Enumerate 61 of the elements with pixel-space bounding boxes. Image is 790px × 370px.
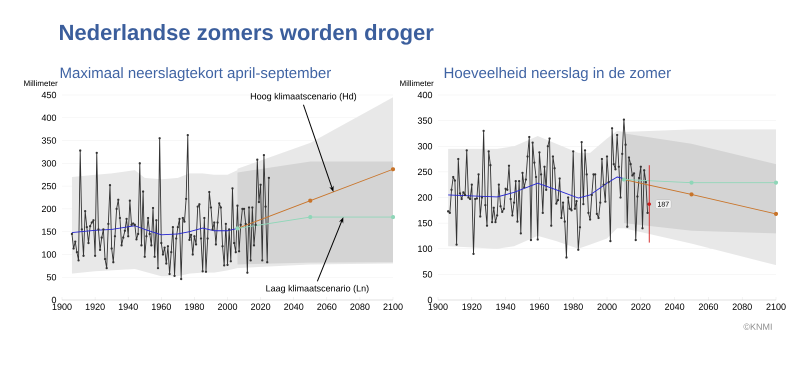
- y-tick-label: 200: [42, 206, 56, 212]
- x-tick-label: 2100: [383, 304, 403, 310]
- chart-title: Hoeveelheid neerslag in de zomer: [444, 67, 671, 82]
- point: [308, 215, 312, 220]
- chart-subtitle: Maximaal neerslagtekort april-september: [60, 67, 331, 82]
- x-tick-label: 1920: [86, 304, 105, 310]
- y-tick-label: 0: [428, 296, 432, 304]
- point: [689, 192, 694, 196]
- x-tick-label: 2060: [317, 304, 336, 310]
- y-tick-label: 50: [46, 274, 56, 280]
- x-tick-label: 1920: [462, 304, 482, 310]
- chart-title: Nederlandse zomers worden droger: [60, 24, 434, 45]
- y-tick-label: 250: [42, 182, 56, 190]
- x-tick-label: 1980: [564, 304, 583, 310]
- text: ©KNMI: [743, 324, 772, 330]
- y-tick-label: 250: [418, 168, 432, 176]
- x-tick-label: 1960: [152, 304, 171, 310]
- y-tick-label: 350: [42, 137, 56, 144]
- x-tick-label: 2000: [218, 304, 238, 310]
- point: [689, 180, 694, 185]
- y-axis-title: Millimeter: [24, 80, 58, 86]
- y-tick-label: 0: [52, 296, 56, 304]
- point: [235, 226, 240, 231]
- point: [390, 215, 396, 220]
- x-tick-label: 2100: [766, 304, 786, 310]
- x-tick-label: 2060: [698, 304, 718, 310]
- point: [774, 180, 778, 185]
- y-tick-label: 300: [418, 143, 432, 150]
- x-tick-label: 2020: [631, 304, 650, 310]
- x-tick-label: 2000: [597, 304, 617, 310]
- y-tick-label: 400: [418, 92, 432, 98]
- point: [308, 198, 312, 203]
- x-tick-label: 2040: [665, 304, 684, 310]
- y-axis-title: Millimeter: [400, 80, 434, 86]
- y-tick-label: 100: [42, 251, 56, 258]
- x-tick-label: 2020: [251, 304, 270, 310]
- y-tick-label: 450: [42, 92, 56, 98]
- x-tick-label: 1900: [428, 304, 448, 310]
- x-tick-label: 2080: [732, 304, 752, 310]
- x-tick-label: 1980: [185, 304, 204, 310]
- point: [390, 167, 396, 172]
- y-tick-label: 300: [42, 160, 56, 167]
- annotation: Hoog klimaatscenario (Hd): [250, 92, 356, 102]
- x-tick-label: 1960: [530, 304, 550, 310]
- line-series: [448, 176, 624, 198]
- x-tick-label: 2080: [350, 304, 370, 310]
- point: [647, 202, 652, 206]
- x-tick-label: 1940: [496, 304, 516, 310]
- y-tick-label: 350: [418, 117, 432, 124]
- y-tick-label: 400: [42, 114, 56, 121]
- annotation: Laag klimaatscenario (Ln): [266, 284, 369, 294]
- x-tick-label: 2040: [284, 304, 304, 310]
- y-tick-label: 150: [418, 220, 432, 226]
- y-tick-label: 100: [418, 246, 432, 252]
- y-tick-label: 150: [42, 228, 56, 235]
- x-tick-label: 1900: [52, 304, 72, 310]
- y-tick-label: 200: [418, 194, 432, 201]
- point: [622, 178, 626, 182]
- y-tick-label: 50: [422, 271, 432, 278]
- point: [774, 212, 778, 216]
- x-tick-label: 1940: [118, 304, 138, 310]
